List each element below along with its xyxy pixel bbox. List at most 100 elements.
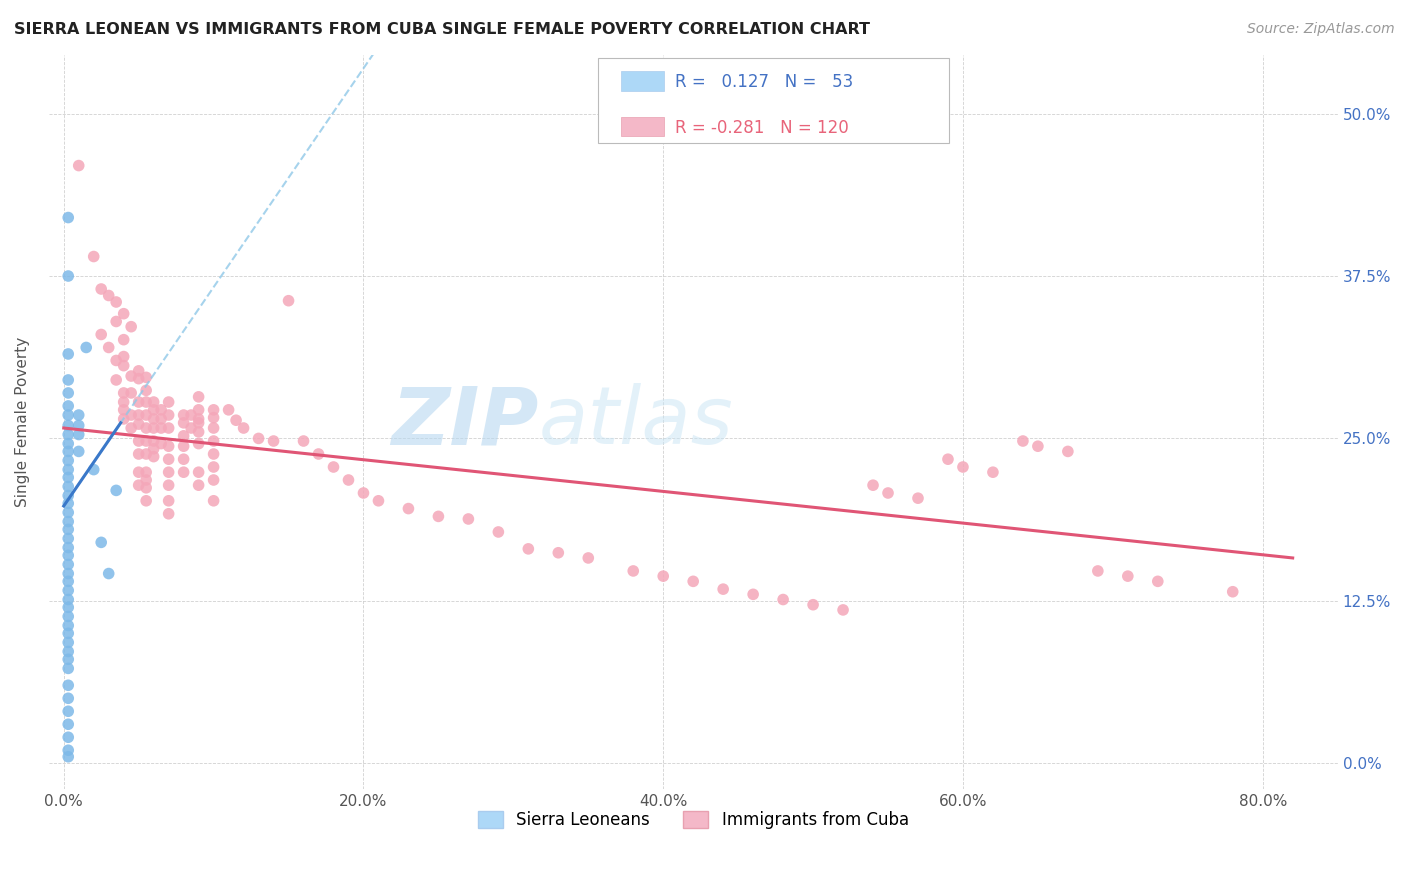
Point xyxy=(58,268,80,283)
Point xyxy=(517,541,540,556)
Point xyxy=(58,549,80,563)
Point xyxy=(58,386,80,401)
Point xyxy=(105,295,128,310)
Point xyxy=(180,421,202,435)
Point xyxy=(1146,574,1168,589)
Point xyxy=(135,370,157,384)
Point xyxy=(621,564,644,578)
Point xyxy=(120,369,142,384)
Point xyxy=(58,479,80,493)
Point xyxy=(112,307,135,321)
Point xyxy=(58,566,80,581)
Point xyxy=(58,731,80,745)
Point xyxy=(58,436,80,450)
Point xyxy=(1222,584,1244,599)
Point xyxy=(1012,434,1035,448)
Point xyxy=(97,566,120,581)
Point xyxy=(58,600,80,615)
Point xyxy=(58,211,80,225)
Point xyxy=(218,402,240,417)
Text: R = -0.281   N = 120: R = -0.281 N = 120 xyxy=(675,119,849,136)
Point xyxy=(135,481,157,495)
Point xyxy=(263,434,285,448)
Point xyxy=(247,432,270,446)
Point xyxy=(97,288,120,302)
Point xyxy=(58,418,80,433)
Point xyxy=(58,373,80,387)
Y-axis label: Single Female Poverty: Single Female Poverty xyxy=(15,337,30,508)
Point xyxy=(58,717,80,731)
Text: R =   0.127   N =   53: R = 0.127 N = 53 xyxy=(675,73,853,91)
Point xyxy=(58,506,80,520)
Point xyxy=(157,507,180,521)
Point xyxy=(457,512,479,526)
Point xyxy=(120,386,142,401)
Point xyxy=(173,429,195,443)
Point xyxy=(105,373,128,387)
Point xyxy=(682,574,704,589)
Point xyxy=(142,402,165,417)
Point xyxy=(427,509,450,524)
Point xyxy=(105,314,128,328)
Point xyxy=(128,465,150,479)
Point xyxy=(120,408,142,422)
Point xyxy=(83,462,105,476)
Point xyxy=(292,434,315,448)
Point xyxy=(90,282,112,296)
Point xyxy=(128,408,150,422)
Point xyxy=(877,486,900,500)
Point xyxy=(112,412,135,426)
Text: atlas: atlas xyxy=(538,384,734,461)
Point xyxy=(58,470,80,484)
Point xyxy=(187,425,209,439)
Legend: Sierra Leoneans, Immigrants from Cuba: Sierra Leoneans, Immigrants from Cuba xyxy=(471,805,915,836)
Point xyxy=(202,447,225,461)
Point xyxy=(58,347,80,361)
Point xyxy=(180,408,202,422)
Point xyxy=(58,427,80,442)
Point xyxy=(142,412,165,426)
Point xyxy=(202,460,225,475)
Point xyxy=(135,384,157,398)
Point xyxy=(112,333,135,347)
Point xyxy=(353,486,375,500)
Point xyxy=(135,408,157,422)
Point xyxy=(150,402,173,417)
Point xyxy=(142,450,165,464)
Point xyxy=(120,319,142,334)
Text: SIERRA LEONEAN VS IMMIGRANTS FROM CUBA SINGLE FEMALE POVERTY CORRELATION CHART: SIERRA LEONEAN VS IMMIGRANTS FROM CUBA S… xyxy=(14,22,870,37)
Point xyxy=(90,535,112,549)
Point xyxy=(142,395,165,409)
Point xyxy=(1057,444,1080,458)
Point xyxy=(58,453,80,467)
Point xyxy=(135,447,157,461)
Point xyxy=(187,412,209,426)
Point xyxy=(90,327,112,342)
Point xyxy=(157,478,180,492)
Point xyxy=(150,412,173,426)
Point xyxy=(58,515,80,529)
Point xyxy=(367,493,389,508)
Point xyxy=(58,496,80,510)
Point xyxy=(232,421,254,435)
Point xyxy=(150,421,173,435)
Point xyxy=(202,421,225,435)
Point xyxy=(112,386,135,401)
Point xyxy=(187,436,209,450)
Point xyxy=(202,434,225,448)
Point xyxy=(135,395,157,409)
Point xyxy=(157,395,180,409)
Point xyxy=(58,462,80,476)
Point xyxy=(58,749,80,764)
Point xyxy=(83,250,105,264)
Point xyxy=(58,399,80,413)
Point xyxy=(75,341,97,355)
Point xyxy=(58,592,80,607)
Point xyxy=(58,644,80,658)
Point xyxy=(135,434,157,448)
Point xyxy=(128,434,150,448)
Point xyxy=(58,609,80,624)
Point xyxy=(58,532,80,546)
Point xyxy=(711,582,734,596)
Point xyxy=(173,439,195,453)
